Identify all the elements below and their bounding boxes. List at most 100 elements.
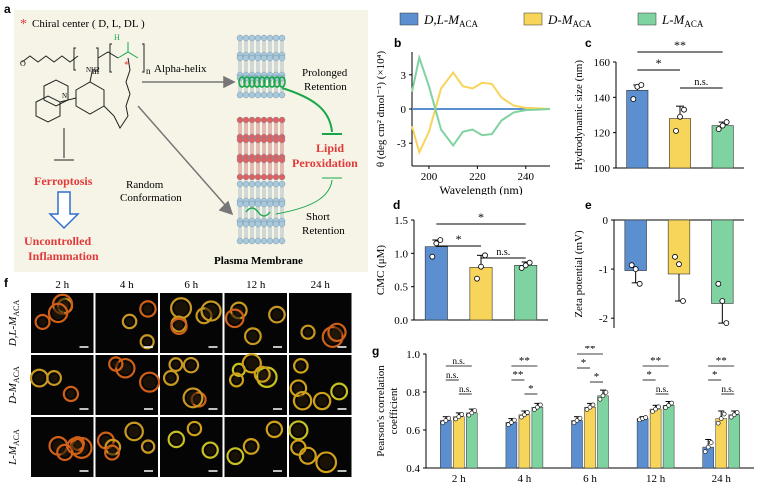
significance-label: ** (674, 40, 686, 52)
cell (168, 357, 184, 372)
membrane-lipid-head (242, 220, 250, 228)
cell (315, 451, 338, 474)
cell (201, 441, 219, 459)
significance-label: n.s. (656, 384, 669, 394)
cell-interior (172, 361, 180, 368)
membrane-lipid-head (278, 180, 286, 188)
data-point (680, 298, 686, 304)
cell (200, 300, 222, 322)
membrane-lipid-head (248, 220, 256, 228)
significance-label: n.s. (446, 370, 459, 380)
data-point (538, 402, 543, 408)
cell (170, 317, 188, 336)
cell (300, 324, 316, 340)
membrane-lipid-head (254, 220, 262, 228)
data-point (632, 266, 639, 272)
y-tick-label: 0.8 (406, 387, 420, 399)
alpha-helix-coil (273, 76, 281, 88)
data-point (466, 412, 472, 418)
short-inhibit-line (275, 179, 333, 215)
data-point (478, 263, 484, 270)
cell (292, 391, 313, 411)
y-tick-label: -3 (397, 138, 407, 150)
membrane-lipid-head (236, 91, 244, 99)
alpha-helix-coil (253, 76, 261, 88)
cell-interior (52, 440, 65, 452)
data-point (719, 122, 726, 129)
oxidized-lipid-head (272, 156, 280, 164)
cell (66, 437, 85, 455)
data-point (666, 402, 671, 408)
cell-interior (302, 450, 313, 461)
data-point (628, 262, 635, 269)
data-point (728, 414, 734, 420)
membrane-lipid-head (248, 91, 256, 99)
microscopy-image (160, 293, 223, 353)
alpha-helix-coil (268, 76, 276, 88)
y-tick-label: 0.0 (394, 315, 408, 327)
data-point (719, 298, 726, 304)
microscopy-grid: 2 h 4 h 6 h 12 h 24 h D,L-MACA D-MACA L-MACA (7, 279, 352, 477)
membrane-lipid-head (248, 54, 256, 62)
x-axis-label: Wavelength (nm) (439, 183, 522, 195)
membrane-lipid-head (254, 34, 262, 42)
panel-letter-d: d (393, 198, 401, 212)
y-tick-label: 1.5 (394, 215, 408, 227)
cell (226, 447, 245, 466)
cell-interior (246, 442, 256, 451)
legend: D,L-MACA D-MACA L-MACA (382, 8, 752, 30)
chart-cd-spectra: 200 220 240 -3 0 3 Wavelength (nm) θ (deg cm² d… (375, 51, 551, 195)
bar-dl (626, 89, 649, 169)
x-tick-label: 2 h (452, 473, 466, 485)
cell-interior (171, 434, 181, 445)
membrane-lipid-head (236, 220, 244, 228)
chart-pearson: 0.40.60.81.02 hn.s.n.s.n.s.4 h*****6 h**… (375, 346, 754, 485)
significance-label: ** (512, 369, 523, 381)
x-tick-label: 6 h (583, 473, 597, 485)
membrane-lipid-head (278, 237, 286, 245)
data-point (482, 252, 488, 259)
membrane-lipid-head (266, 220, 274, 228)
alpha-helix-coil (238, 76, 246, 88)
formula-m: m (92, 66, 99, 76)
membrane-lipid-head (260, 34, 268, 42)
membrane-lipid-head (272, 91, 280, 99)
data-point (512, 417, 517, 423)
data-point (681, 106, 687, 113)
inhibit-arrow-ferroptosis (54, 128, 74, 161)
oxidized-lipid-head (242, 156, 250, 164)
data-point (472, 408, 478, 413)
oxidized-lipid-head (278, 116, 286, 124)
data-point (522, 412, 527, 418)
cell (265, 420, 284, 439)
cell-interior (70, 441, 81, 451)
bar-d (669, 118, 691, 169)
cell (288, 420, 309, 441)
data-point (603, 390, 609, 395)
inflammation-label: Inflammation (28, 249, 99, 263)
membrane-lipid-head (272, 34, 280, 42)
membrane-lipid-head (236, 200, 244, 208)
significance-label: * (456, 232, 462, 246)
bar-dl (571, 420, 583, 469)
y-tick-label: 0 (603, 215, 609, 227)
ferroptosis-label: Ferroptosis (34, 174, 93, 188)
membrane-lipid-head (236, 180, 244, 188)
y-axis-label: Hydrodynamic size (nm) (573, 60, 585, 170)
random-coil (245, 207, 271, 217)
membrane-lipid-head (266, 34, 274, 42)
cell (298, 446, 317, 465)
uncontrolled-label: Uncontrolled (24, 234, 91, 248)
x-tick-label: 240 (518, 171, 535, 183)
chart-zeta-potential: 0 -1 -2 Zeta potential (mV) (573, 215, 744, 328)
cell (330, 382, 349, 401)
data-point (638, 82, 645, 88)
membrane-lipid-head (260, 237, 268, 245)
cell-interior (296, 395, 309, 407)
significance-label: * (594, 371, 600, 383)
membrane-lipid-head (260, 180, 268, 188)
oxidized-lipid-head (242, 136, 250, 144)
membrane-lipid-head (260, 220, 268, 228)
data-point (650, 409, 655, 414)
y-axis-label: θ (deg cm² dmol⁻¹) (×10⁴) (375, 51, 387, 168)
